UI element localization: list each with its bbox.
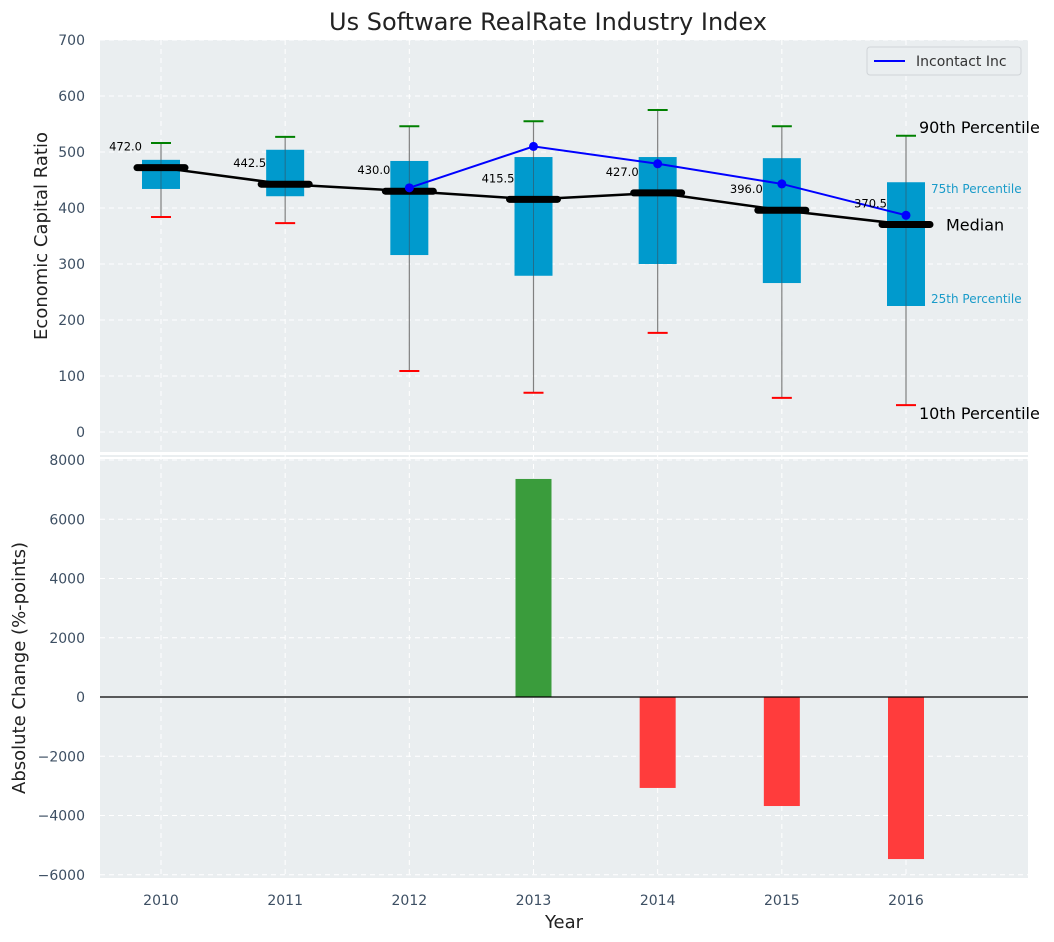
y-tick-label: 200: [58, 313, 85, 329]
y-tick-label: 0: [76, 425, 85, 441]
top-y-ticks: 0 100 200 300 400 500 600 700: [58, 33, 85, 441]
median-value-label: 442.5: [233, 156, 266, 170]
bottom-plot-background: [100, 455, 1028, 878]
annotation-10th: 10th Percentile: [919, 404, 1040, 423]
change-bars: [515, 478, 924, 860]
y-tick-label: 8000: [49, 453, 85, 469]
x-ticks: 2010 2011 2012 2013 2014 2015 2016: [143, 893, 924, 909]
change-bar: [515, 478, 552, 697]
top-plot-background: [100, 40, 1028, 452]
top-panel: 0 100 200 300 400 500 600 700 472.0 442.5 430.0 41…: [31, 8, 1040, 452]
y-tick-label: 6000: [49, 512, 85, 528]
x-tick-label: 2013: [516, 893, 552, 909]
median-value-label: 370.5: [854, 197, 887, 211]
legend-label: Incontact Inc: [916, 54, 1007, 70]
change-bar: [888, 697, 924, 860]
y-tick-label: −6000: [38, 868, 85, 884]
median-value-label: 430.0: [357, 163, 390, 177]
median-labels: 472.0 442.5 430.0 415.5 427.0 396.0 370.5: [109, 140, 887, 211]
company-point: [529, 141, 538, 151]
y-tick-label: −4000: [38, 809, 85, 825]
x-tick-label: 2014: [640, 893, 676, 909]
legend-box: [866, 46, 1022, 76]
bottom-y-ticks: −6000 −4000 −2000 0 2000 4000 6000 8000: [38, 453, 85, 884]
company-line-group: [404, 141, 911, 220]
company-point: [404, 183, 414, 193]
y-tick-label: 600: [58, 89, 85, 105]
y-tick-label: −2000: [38, 749, 85, 765]
y-tick-label: 500: [58, 145, 85, 161]
company-point: [653, 159, 663, 169]
median-value-label: 472.0: [109, 140, 142, 154]
median-value-label: 427.0: [606, 165, 639, 179]
company-point: [777, 179, 787, 189]
top-y-axis-label: Economic Capital Ratio: [31, 132, 52, 340]
y-tick-label: 2000: [49, 631, 85, 647]
annotation-median: Median: [946, 216, 1004, 235]
annotation-90th: 90th Percentile: [919, 118, 1040, 137]
legend: Incontact Inc: [866, 46, 1022, 76]
change-bar: [763, 697, 800, 807]
change-bar: [639, 697, 676, 788]
annotation-75th: 75th Percentile: [931, 182, 1022, 196]
median-value-label: 396.0: [730, 182, 763, 196]
x-tick-label: 2012: [392, 893, 428, 909]
y-tick-label: 4000: [49, 572, 85, 588]
percentile-annotations: 90th Percentile 75th Percentile Median 25th…: [919, 118, 1040, 423]
x-tick-label: 2015: [764, 893, 800, 909]
y-tick-label: 0: [76, 690, 85, 706]
annotation-25th: 25th Percentile: [931, 292, 1022, 306]
x-tick-label: 2010: [143, 893, 179, 909]
y-tick-label: 700: [58, 33, 85, 49]
x-tick-label: 2016: [888, 893, 924, 909]
company-point: [901, 210, 911, 220]
x-axis-label: Year: [544, 912, 584, 933]
y-tick-label: 100: [58, 369, 85, 385]
y-tick-label: 300: [58, 257, 85, 273]
x-tick-label: 2011: [267, 893, 303, 909]
median-value-label: 415.5: [482, 171, 515, 185]
bottom-y-axis-label: Absolute Change (%-points): [9, 542, 30, 794]
y-tick-label: 400: [58, 201, 85, 217]
chart-title: Us Software RealRate Industry Index: [329, 8, 767, 36]
